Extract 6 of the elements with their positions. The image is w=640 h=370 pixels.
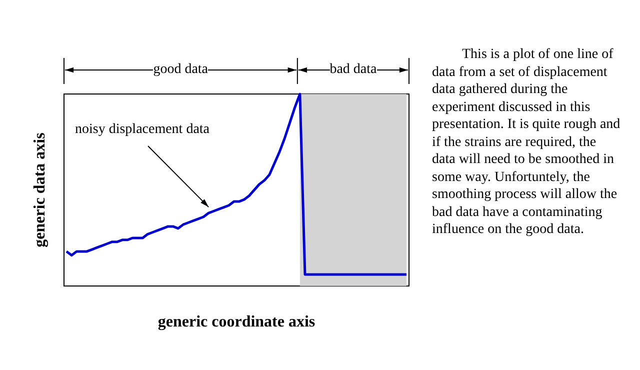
annotation: noisy displacement data (75, 122, 210, 138)
text: good data (153, 62, 208, 78)
text: This is a plot of one line of data from a set of displacement data gathered during the experiment discussed in this presentation. It is quite rough and if the strains are required, the data will need to be smoothed in some way. Unfortuntely, the smoothing process will allow the bad data have a contaminating influence on the good data. (432, 47, 620, 237)
text: bad data (330, 62, 377, 78)
y-axis-title: generic data axis (32, 132, 48, 248)
x-axis-title: generic coordinate axis (158, 314, 316, 330)
